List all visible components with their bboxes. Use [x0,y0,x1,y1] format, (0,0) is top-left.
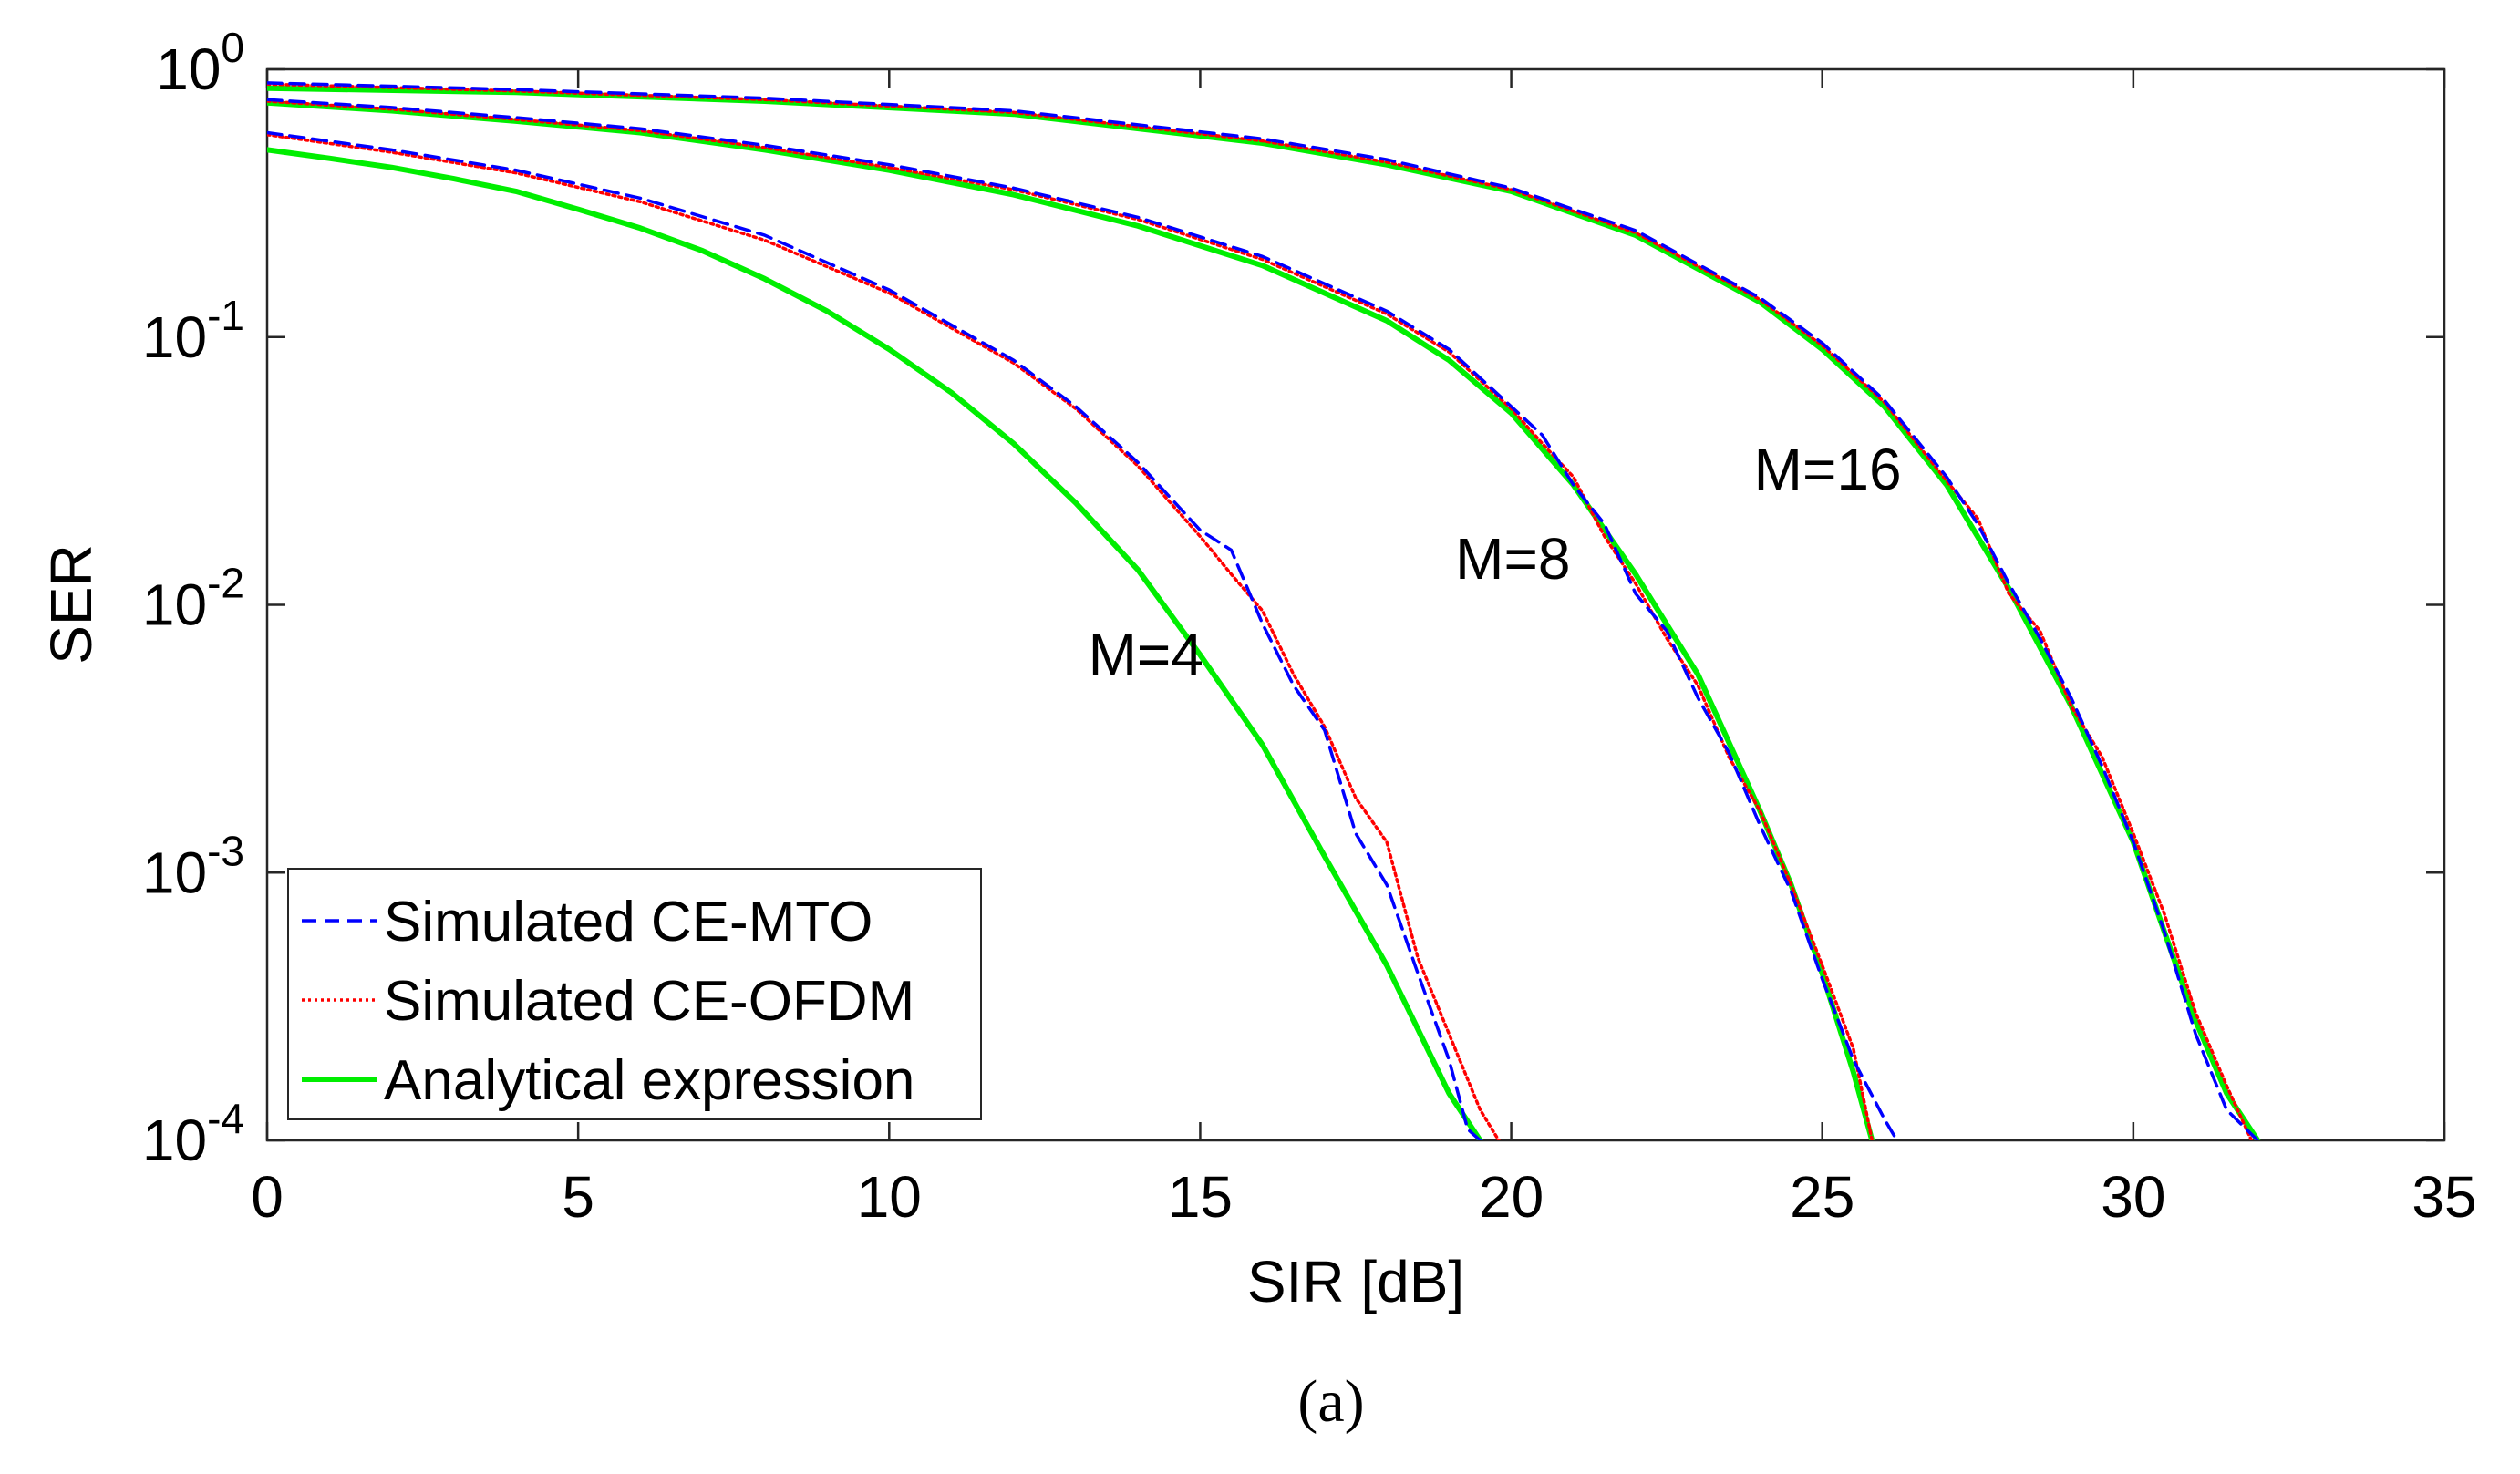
legend-entry-label: Analytical expression [384,1049,914,1112]
x-tick-label: 35 [2412,1164,2476,1230]
y-tick-label-base: 10 [142,572,207,638]
curve-annotation: M=16 [1754,437,1902,502]
x-tick-label: 25 [1790,1164,1854,1230]
y-tick-label-base: 10 [142,1108,207,1173]
y-tick-label-exponent: -2 [207,560,244,607]
series-line-simulated-ce-ofdm-m16 [267,82,2254,1140]
curve-annotation: M=8 [1455,526,1570,592]
series-group [267,81,2261,1140]
data-series [267,81,2261,1140]
y-axis-label: SER [38,544,104,665]
x-tick-label: 30 [2101,1164,2165,1230]
x-tick-label: 0 [251,1164,284,1230]
y-tick-label-exponent: -3 [207,827,244,874]
y-tick-label: 10-2 [142,560,244,638]
series-line-simulated-ce-mto-m8 [267,98,1899,1140]
y-tick-label-exponent: 0 [221,24,244,71]
y-tick-label: 10-4 [142,1095,244,1173]
y-tick-label-base: 10 [142,304,207,370]
y-tick-label-base: 10 [156,36,221,102]
y-tick-label-exponent: -1 [207,292,244,339]
curve-annotations: M=4 M=8 M=16 [1089,437,1902,687]
series-line-simulated-ce-ofdm-m4 [267,132,1501,1140]
y-tick-label: 10-1 [142,292,244,370]
x-tick-label: 20 [1479,1164,1544,1230]
series-line-simulated-ce-ofdm-m8 [267,99,1875,1140]
y-tick-label: 10-3 [142,827,244,905]
curve-annotation: M=4 [1089,622,1203,687]
series-line-analytical-expression-m4 [267,147,1483,1140]
x-axis-label: SIR [dB] [1247,1249,1464,1314]
y-tick-label: 100 [156,24,244,102]
y-tick-label-base: 10 [142,840,207,905]
legend-box [287,868,982,1120]
legend-entry-label: Simulated CE-OFDM [384,970,914,1033]
legend-entry-label: Simulated CE-MTO [384,891,873,953]
legend: Simulated CE-MTO Simulated CE-OFDM Analyti… [287,868,982,1120]
x-tick-label: 5 [562,1164,594,1230]
x-tick-label: 10 [857,1164,922,1230]
series-line-simulated-ce-mto-m4 [267,130,1482,1140]
figure-caption: (a) [1297,1368,1364,1435]
y-tick-label-exponent: -4 [207,1095,244,1142]
x-tick-label: 15 [1168,1164,1233,1230]
series-line-simulated-ce-mto-m16 [267,81,2260,1140]
